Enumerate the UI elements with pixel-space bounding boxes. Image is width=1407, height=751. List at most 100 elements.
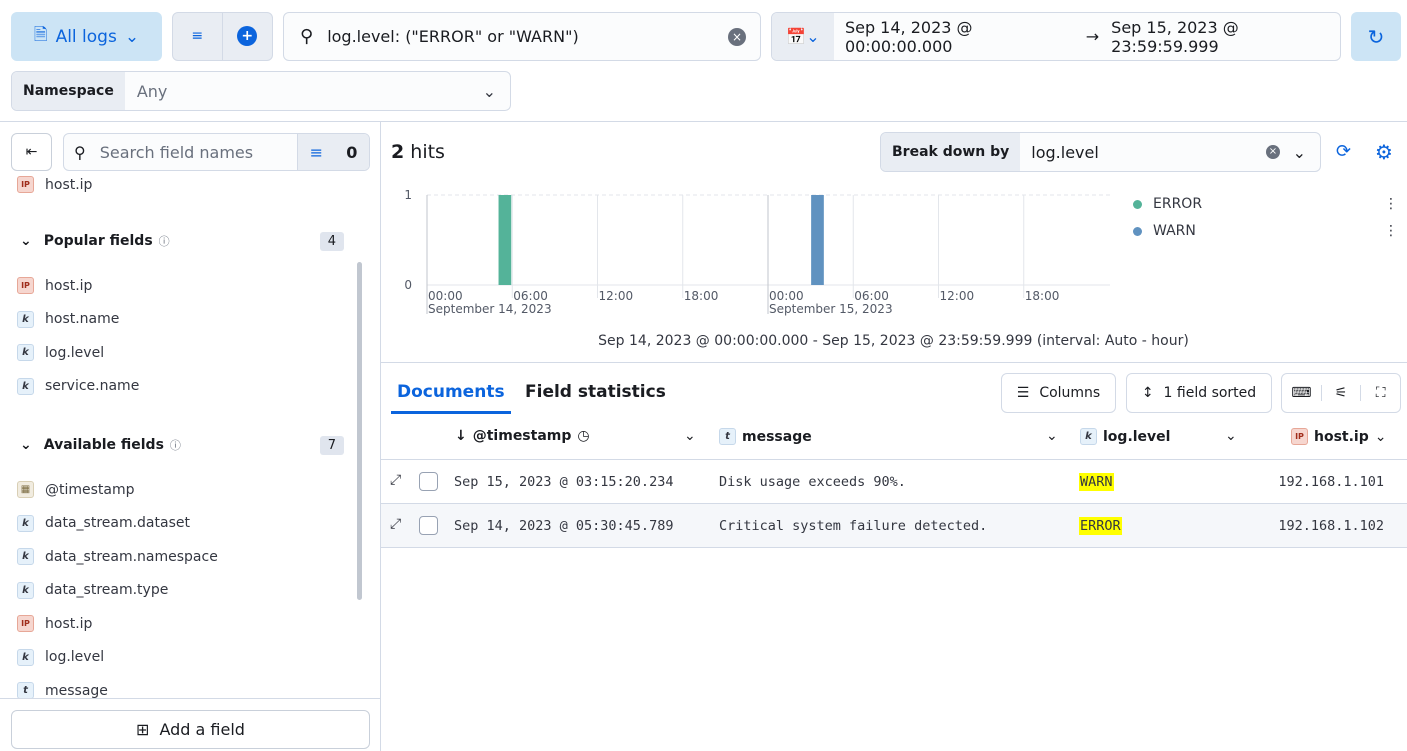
search-icon: ⚲ xyxy=(74,142,86,162)
legend-menu-icon[interactable]: ⋮ xyxy=(1384,196,1398,212)
field-item[interactable]: IP host.ip xyxy=(17,277,92,294)
x-tick-label: 06:00 xyxy=(854,289,889,303)
row-checkbox[interactable] xyxy=(419,472,438,491)
visualize-icon[interactable]: ⟳ xyxy=(1336,141,1352,162)
column-header-host-ip[interactable]: IP host.ip ⌄ xyxy=(1291,428,1386,445)
column-header-log-level[interactable]: k log.level xyxy=(1080,428,1170,445)
ip-type-icon: IP xyxy=(17,176,34,193)
x-tick-label: 18:00 xyxy=(1025,289,1060,303)
add-filter-button[interactable]: + xyxy=(223,13,273,60)
x-tick-label: 12:00 xyxy=(940,289,975,303)
gear-icon[interactable]: ⚙ xyxy=(1375,140,1393,164)
column-header-message[interactable]: t message xyxy=(719,428,812,445)
date-type-icon: ▦ xyxy=(17,481,34,498)
expand-icon[interactable]: ⤢ xyxy=(390,516,402,532)
table-row[interactable]: ⤢ Sep 14, 2023 @ 05:30:45.789 Critical s… xyxy=(381,504,1407,548)
table-row[interactable]: ⤢ Sep 15, 2023 @ 03:15:20.234 Disk usage… xyxy=(381,460,1407,504)
chevron-down-icon: ⌄ xyxy=(482,81,496,101)
filter-icon: ≡ xyxy=(309,142,324,162)
legend-menu-icon[interactable]: ⋮ xyxy=(1384,223,1398,239)
chevron-down-icon[interactable]: ⌄ xyxy=(1225,428,1237,444)
keyword-type-icon: k xyxy=(17,648,34,666)
info-icon: ⓘ xyxy=(169,439,181,452)
y-tick-label: 1 xyxy=(404,188,412,202)
add-field-button[interactable]: ⊞ Add a field xyxy=(11,710,370,749)
legend-dot xyxy=(1133,226,1142,236)
grid-controls: ⌨ ⚟ ⛶ xyxy=(1281,373,1401,413)
field-item[interactable]: k host.name xyxy=(17,310,119,328)
calendar-icon[interactable]: 📅⌄ xyxy=(772,13,834,60)
keyboard-icon[interactable]: ⌨ xyxy=(1282,385,1322,401)
column-header-timestamp[interactable]: ↓ @timestamp ◷ xyxy=(455,428,590,444)
collapse-sidebar-button[interactable]: ⇤ xyxy=(11,133,52,171)
chevron-down-icon[interactable]: ⌄ xyxy=(684,428,696,444)
date-picker[interactable]: 📅⌄ Sep 14, 2023 @ 00:00:00.000 → Sep 15,… xyxy=(771,12,1341,61)
field-filter-button[interactable]: ≡ 0 xyxy=(297,134,369,170)
x-day-label: September 14, 2023 xyxy=(428,302,552,316)
columns-button[interactable]: ☰ Columns xyxy=(1001,373,1116,413)
chevron-down-icon: ⌄ xyxy=(1292,142,1306,162)
search-icon: ⚲ xyxy=(300,26,314,47)
legend-item[interactable]: WARN xyxy=(1133,223,1196,239)
data-view-picker[interactable]: 🗎 All logs ⌄ xyxy=(11,12,162,61)
refresh-button[interactable]: ↻ xyxy=(1351,12,1401,61)
keyword-type-icon: k xyxy=(17,377,34,395)
bar-error xyxy=(498,195,512,285)
clear-icon[interactable]: × xyxy=(1266,145,1280,159)
field-item[interactable]: t message xyxy=(17,682,108,699)
chevron-down-icon[interactable]: ⌄ xyxy=(1046,428,1058,444)
fullscreen-icon[interactable]: ⛶ xyxy=(1375,385,1386,401)
available-fields-header[interactable]: ⌄ Available fields ⓘ 7 xyxy=(20,435,344,455)
x-tick-label: 06:00 xyxy=(513,289,548,303)
field-search-input[interactable]: ⚲ Search field names ≡ 0 xyxy=(63,133,370,171)
filter-group: ≡ + xyxy=(172,12,273,61)
ip-type-icon: IP xyxy=(17,615,34,632)
keyword-type-icon: k xyxy=(17,581,34,599)
ip-type-icon: IP xyxy=(1291,428,1308,445)
field-item[interactable]: k service.name xyxy=(17,377,139,395)
x-tick-label: 18:00 xyxy=(684,289,719,303)
field-item[interactable]: k data_stream.namespace xyxy=(17,548,218,565)
plus-circle-icon: + xyxy=(237,26,258,46)
tab-documents[interactable]: Documents xyxy=(391,382,511,414)
filter-button[interactable]: ≡ xyxy=(173,13,223,60)
x-day-label: September 15, 2023 xyxy=(769,302,893,316)
display-settings-icon[interactable]: ⚟ xyxy=(1322,385,1362,401)
legend-item[interactable]: ERROR xyxy=(1133,196,1202,212)
field-item[interactable]: ▦ @timestamp xyxy=(17,481,135,498)
bar-warn xyxy=(811,195,824,285)
breakdown-select[interactable]: Break down by log.level × ⌄ xyxy=(880,132,1321,172)
field-item[interactable]: k data_stream.dataset xyxy=(17,514,190,532)
row-checkbox[interactable] xyxy=(419,516,438,535)
sidebar-footer: ⊞ Add a field xyxy=(0,698,380,751)
sort-icon: ↕ xyxy=(1141,385,1154,401)
x-tick-label: 12:00 xyxy=(599,289,634,303)
keyword-type-icon: k xyxy=(17,344,34,361)
x-tick-label: 00:00 xyxy=(428,289,463,303)
tab-field-statistics[interactable]: Field statistics xyxy=(525,382,666,402)
hits-count: 2 hits xyxy=(391,141,445,163)
field-item[interactable]: k data_stream.type xyxy=(17,581,168,599)
sort-button[interactable]: ↕ 1 field sorted xyxy=(1126,373,1272,413)
legend-dot xyxy=(1133,199,1142,209)
popular-fields-header[interactable]: ⌄ Popular fields ⓘ 4 xyxy=(20,231,344,251)
y-tick-label: 0 xyxy=(404,278,412,292)
clear-icon[interactable]: × xyxy=(728,27,746,46)
expand-icon[interactable]: ⤢ xyxy=(390,472,402,488)
scrollbar[interactable] xyxy=(357,262,362,600)
field-item[interactable]: IP host.ip xyxy=(17,615,92,632)
query-input[interactable]: ⚲ log.level: ("ERROR" or "WARN") × xyxy=(283,12,761,61)
chevron-down-icon: ⌄ xyxy=(1374,428,1387,445)
keyword-type-icon: k xyxy=(17,310,34,328)
field-item[interactable]: k log.level xyxy=(17,648,104,666)
sidebar: ⇤ ⚲ Search field names ≡ 0 IP host.ip ⌄ Popu… xyxy=(0,122,381,751)
namespace-select[interactable]: Namespace Any ⌄ xyxy=(11,71,511,111)
info-icon: ⓘ xyxy=(158,235,170,248)
keyword-type-icon: k xyxy=(1080,428,1097,445)
add-field-icon: ⊞ xyxy=(136,720,150,739)
sort-desc-icon: ↓ xyxy=(455,428,467,444)
field-item[interactable]: IP host.ip xyxy=(17,176,92,193)
field-item[interactable]: k log.level xyxy=(17,344,104,361)
text-type-icon: t xyxy=(17,682,34,699)
divider xyxy=(381,362,1407,363)
